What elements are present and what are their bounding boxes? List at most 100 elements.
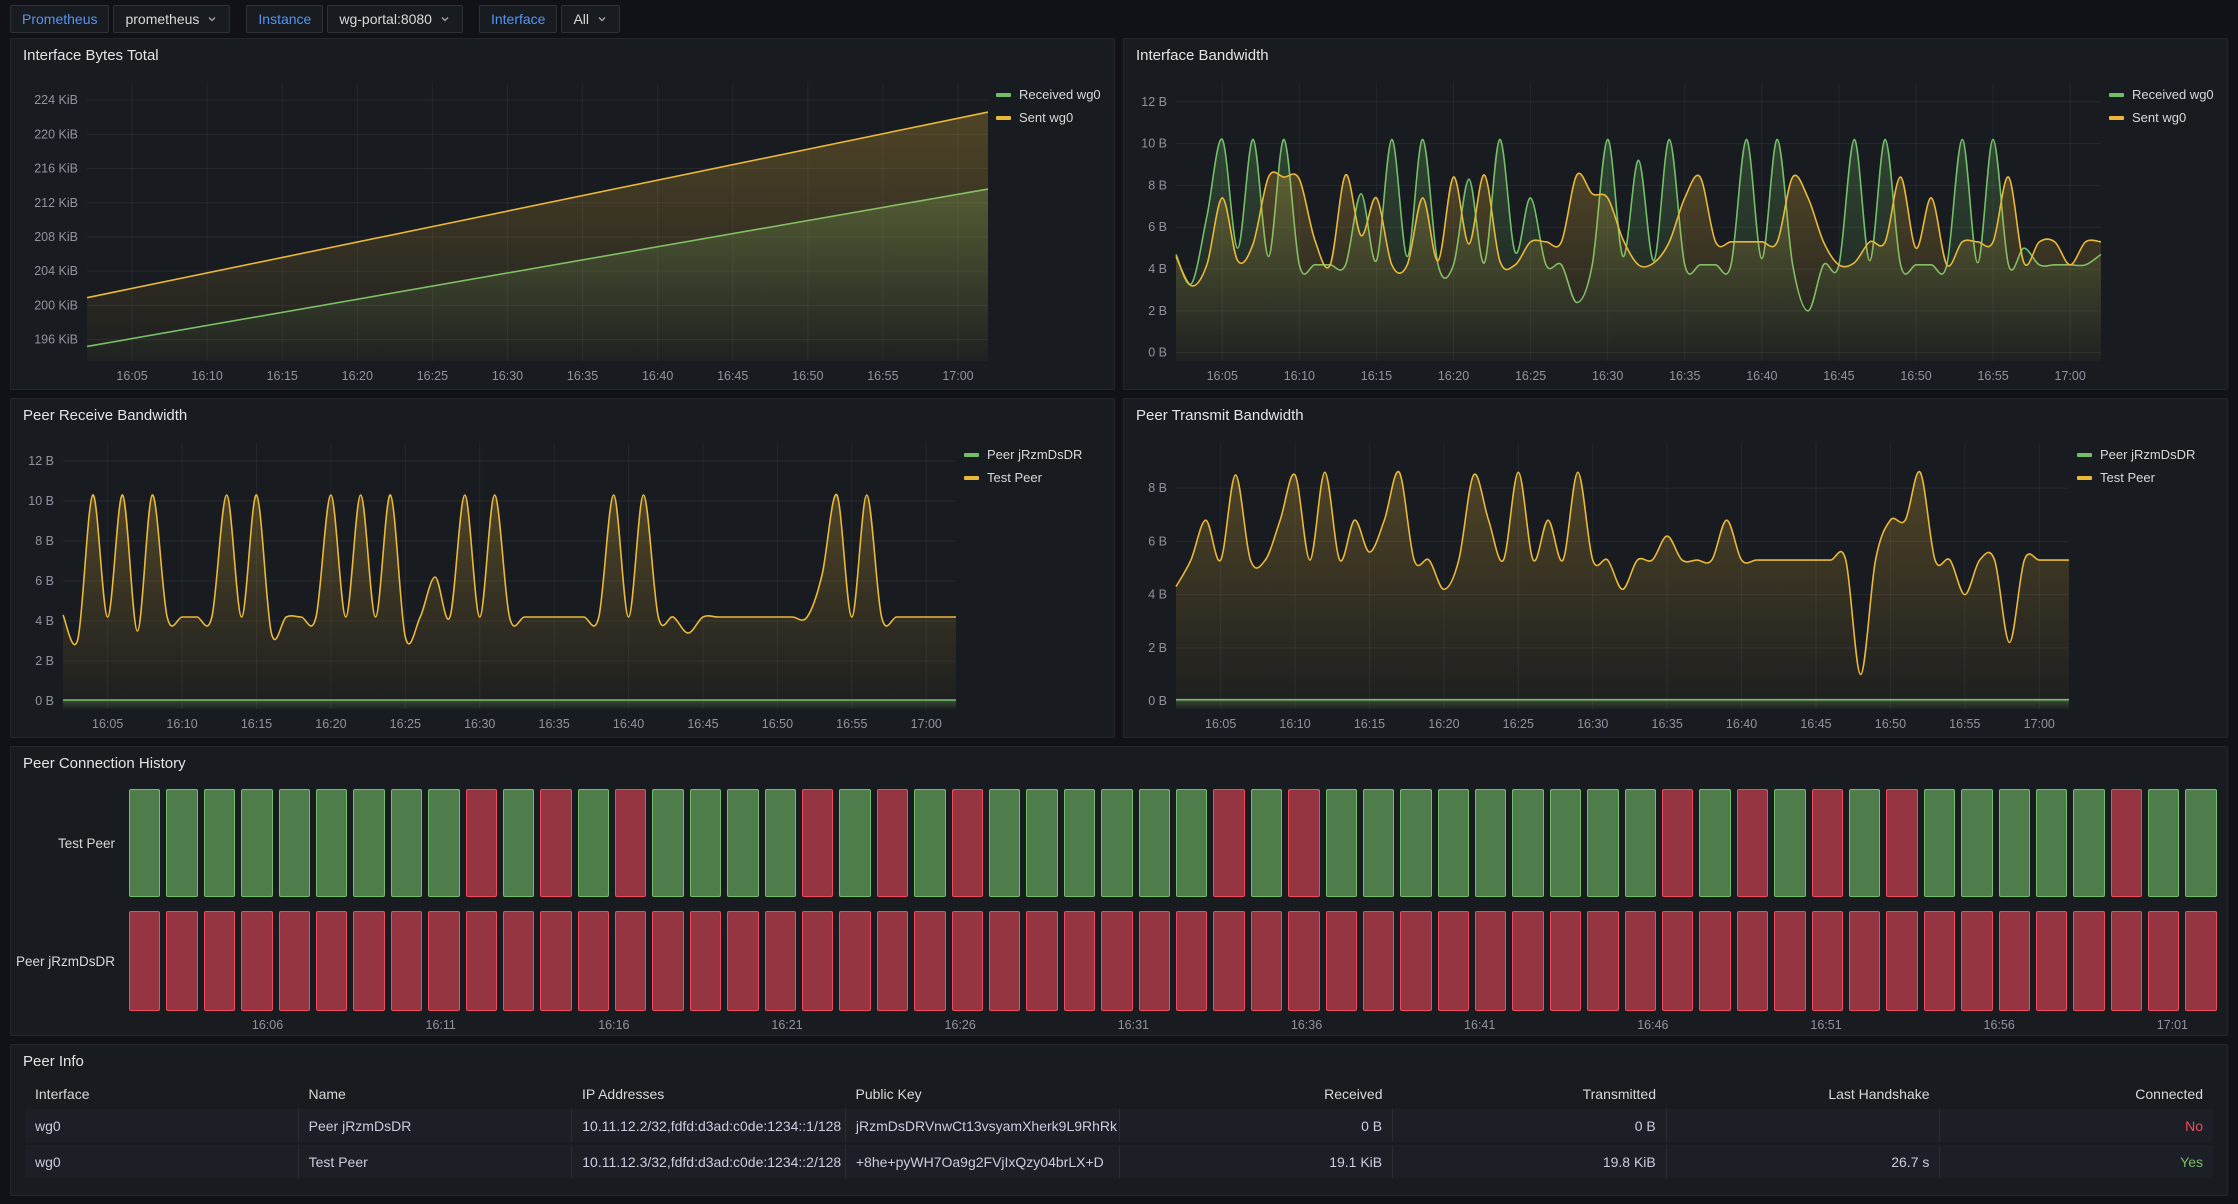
time-series-plot[interactable]: 16:0516:1016:1516:2016:2516:3016:3516:40… xyxy=(11,431,964,737)
panel-title-peer-info[interactable]: Peer Info xyxy=(11,1045,2227,1077)
state-segment-disconnected[interactable] xyxy=(466,911,497,1011)
state-segment-connected[interactable] xyxy=(578,789,609,897)
state-segment-disconnected[interactable] xyxy=(952,789,983,897)
state-segment-disconnected[interactable] xyxy=(802,789,833,897)
state-segment-disconnected[interactable] xyxy=(1251,911,1282,1011)
state-segment-connected[interactable] xyxy=(1326,789,1357,897)
state-segment-disconnected[interactable] xyxy=(578,911,609,1011)
state-segment-disconnected[interactable] xyxy=(1812,789,1843,897)
state-segment-disconnected[interactable] xyxy=(1288,911,1319,1011)
state-segment-disconnected[interactable] xyxy=(1662,789,1693,897)
state-segment-disconnected[interactable] xyxy=(1849,911,1880,1011)
panel-title-interface-bytes-total[interactable]: Interface Bytes Total xyxy=(11,39,1114,71)
state-segment-disconnected[interactable] xyxy=(1699,911,1730,1011)
state-segment-disconnected[interactable] xyxy=(1886,911,1917,1011)
state-segment-disconnected[interactable] xyxy=(1139,911,1170,1011)
state-segment-disconnected[interactable] xyxy=(839,911,870,1011)
panel-title-peer-connection-history[interactable]: Peer Connection History xyxy=(11,747,2227,779)
state-segment-connected[interactable] xyxy=(1363,789,1394,897)
state-segment-connected[interactable] xyxy=(2148,789,2179,897)
state-segment-connected[interactable] xyxy=(1625,789,1656,897)
panel-title-interface-bandwidth[interactable]: Interface Bandwidth xyxy=(1124,39,2227,71)
state-segment-disconnected[interactable] xyxy=(1625,911,1656,1011)
state-segment-connected[interactable] xyxy=(1512,789,1543,897)
state-segment-connected[interactable] xyxy=(316,789,347,897)
state-segment-disconnected[interactable] xyxy=(166,911,197,1011)
panel-title-peer-receive-bandwidth[interactable]: Peer Receive Bandwidth xyxy=(11,399,1114,431)
time-series-plot[interactable]: 16:0516:1016:1516:2016:2516:3016:3516:40… xyxy=(11,71,996,389)
state-segment-connected[interactable] xyxy=(1475,789,1506,897)
legend-item-test-peer[interactable]: Test Peer xyxy=(2077,470,2219,485)
state-segment-connected[interactable] xyxy=(1064,789,1095,897)
state-segment-connected[interactable] xyxy=(2073,789,2104,897)
state-segment-disconnected[interactable] xyxy=(1961,911,1992,1011)
state-segment-disconnected[interactable] xyxy=(391,911,422,1011)
state-segment-disconnected[interactable] xyxy=(503,911,534,1011)
state-segment-disconnected[interactable] xyxy=(1475,911,1506,1011)
state-segment-disconnected[interactable] xyxy=(989,911,1020,1011)
state-segment-disconnected[interactable] xyxy=(1326,911,1357,1011)
column-header-connected[interactable]: Connected xyxy=(1940,1086,2214,1102)
state-segment-disconnected[interactable] xyxy=(1176,911,1207,1011)
state-segment-disconnected[interactable] xyxy=(1026,911,1057,1011)
state-segment-disconnected[interactable] xyxy=(1737,911,1768,1011)
state-segment-connected[interactable] xyxy=(241,789,272,897)
state-segment-connected[interactable] xyxy=(1438,789,1469,897)
column-header-transmitted[interactable]: Transmitted xyxy=(1393,1086,1667,1102)
variable-select-prometheus[interactable]: prometheus xyxy=(113,5,230,33)
state-segment-connected[interactable] xyxy=(839,789,870,897)
state-segment-disconnected[interactable] xyxy=(353,911,384,1011)
state-segment-connected[interactable] xyxy=(914,789,945,897)
panel-title-peer-transmit-bandwidth[interactable]: Peer Transmit Bandwidth xyxy=(1124,399,2227,431)
variable-select-instance[interactable]: wg-portal:8080 xyxy=(327,5,463,33)
state-segment-disconnected[interactable] xyxy=(2185,911,2216,1011)
state-segment-disconnected[interactable] xyxy=(1550,911,1581,1011)
column-header-last-handshake[interactable]: Last Handshake xyxy=(1666,1086,1940,1102)
state-segment-disconnected[interactable] xyxy=(2148,911,2179,1011)
state-segment-disconnected[interactable] xyxy=(1064,911,1095,1011)
state-segment-disconnected[interactable] xyxy=(241,911,272,1011)
state-segment-disconnected[interactable] xyxy=(1587,911,1618,1011)
state-segment-disconnected[interactable] xyxy=(1662,911,1693,1011)
state-segment-disconnected[interactable] xyxy=(877,911,908,1011)
state-segment-connected[interactable] xyxy=(1699,789,1730,897)
state-segment-disconnected[interactable] xyxy=(1101,911,1132,1011)
state-segment-connected[interactable] xyxy=(391,789,422,897)
state-segment-disconnected[interactable] xyxy=(615,789,646,897)
state-segment-connected[interactable] xyxy=(652,789,683,897)
legend-item-sent-wg0[interactable]: Sent wg0 xyxy=(2109,110,2219,125)
state-segment-connected[interactable] xyxy=(989,789,1020,897)
state-segment-connected[interactable] xyxy=(204,789,235,897)
state-segment-disconnected[interactable] xyxy=(802,911,833,1011)
column-header-interface[interactable]: Interface xyxy=(25,1086,299,1102)
state-segment-connected[interactable] xyxy=(2036,789,2067,897)
state-segment-connected[interactable] xyxy=(1961,789,1992,897)
state-segment-disconnected[interactable] xyxy=(727,911,758,1011)
state-segment-disconnected[interactable] xyxy=(204,911,235,1011)
legend-item-peer-jrzmdsdr[interactable]: Peer jRzmDsDR xyxy=(2077,447,2219,462)
column-header-ip-addresses[interactable]: IP Addresses xyxy=(572,1086,846,1102)
state-segment-connected[interactable] xyxy=(2185,789,2216,897)
state-segment-disconnected[interactable] xyxy=(1363,911,1394,1011)
state-segment-connected[interactable] xyxy=(1139,789,1170,897)
state-segment-disconnected[interactable] xyxy=(1213,789,1244,897)
state-segment-connected[interactable] xyxy=(166,789,197,897)
time-series-plot[interactable]: 16:0516:1016:1516:2016:2516:3016:3516:40… xyxy=(1124,71,2109,389)
state-segment-connected[interactable] xyxy=(1550,789,1581,897)
state-segment-disconnected[interactable] xyxy=(1737,789,1768,897)
column-header-public-key[interactable]: Public Key xyxy=(846,1086,1120,1102)
state-segment-disconnected[interactable] xyxy=(952,911,983,1011)
state-segment-connected[interactable] xyxy=(690,789,721,897)
state-segment-disconnected[interactable] xyxy=(1213,911,1244,1011)
column-header-name[interactable]: Name xyxy=(299,1086,573,1102)
state-segment-disconnected[interactable] xyxy=(2073,911,2104,1011)
state-segment-connected[interactable] xyxy=(129,789,160,897)
state-segment-disconnected[interactable] xyxy=(428,911,459,1011)
time-series-plot[interactable]: 16:0516:1016:1516:2016:2516:3016:3516:40… xyxy=(1124,431,2077,737)
variable-select-interface[interactable]: All xyxy=(561,5,620,33)
state-segment-disconnected[interactable] xyxy=(765,911,796,1011)
state-segment-connected[interactable] xyxy=(1251,789,1282,897)
state-segment-disconnected[interactable] xyxy=(1999,911,2030,1011)
state-segment-disconnected[interactable] xyxy=(1438,911,1469,1011)
state-segment-connected[interactable] xyxy=(1400,789,1431,897)
